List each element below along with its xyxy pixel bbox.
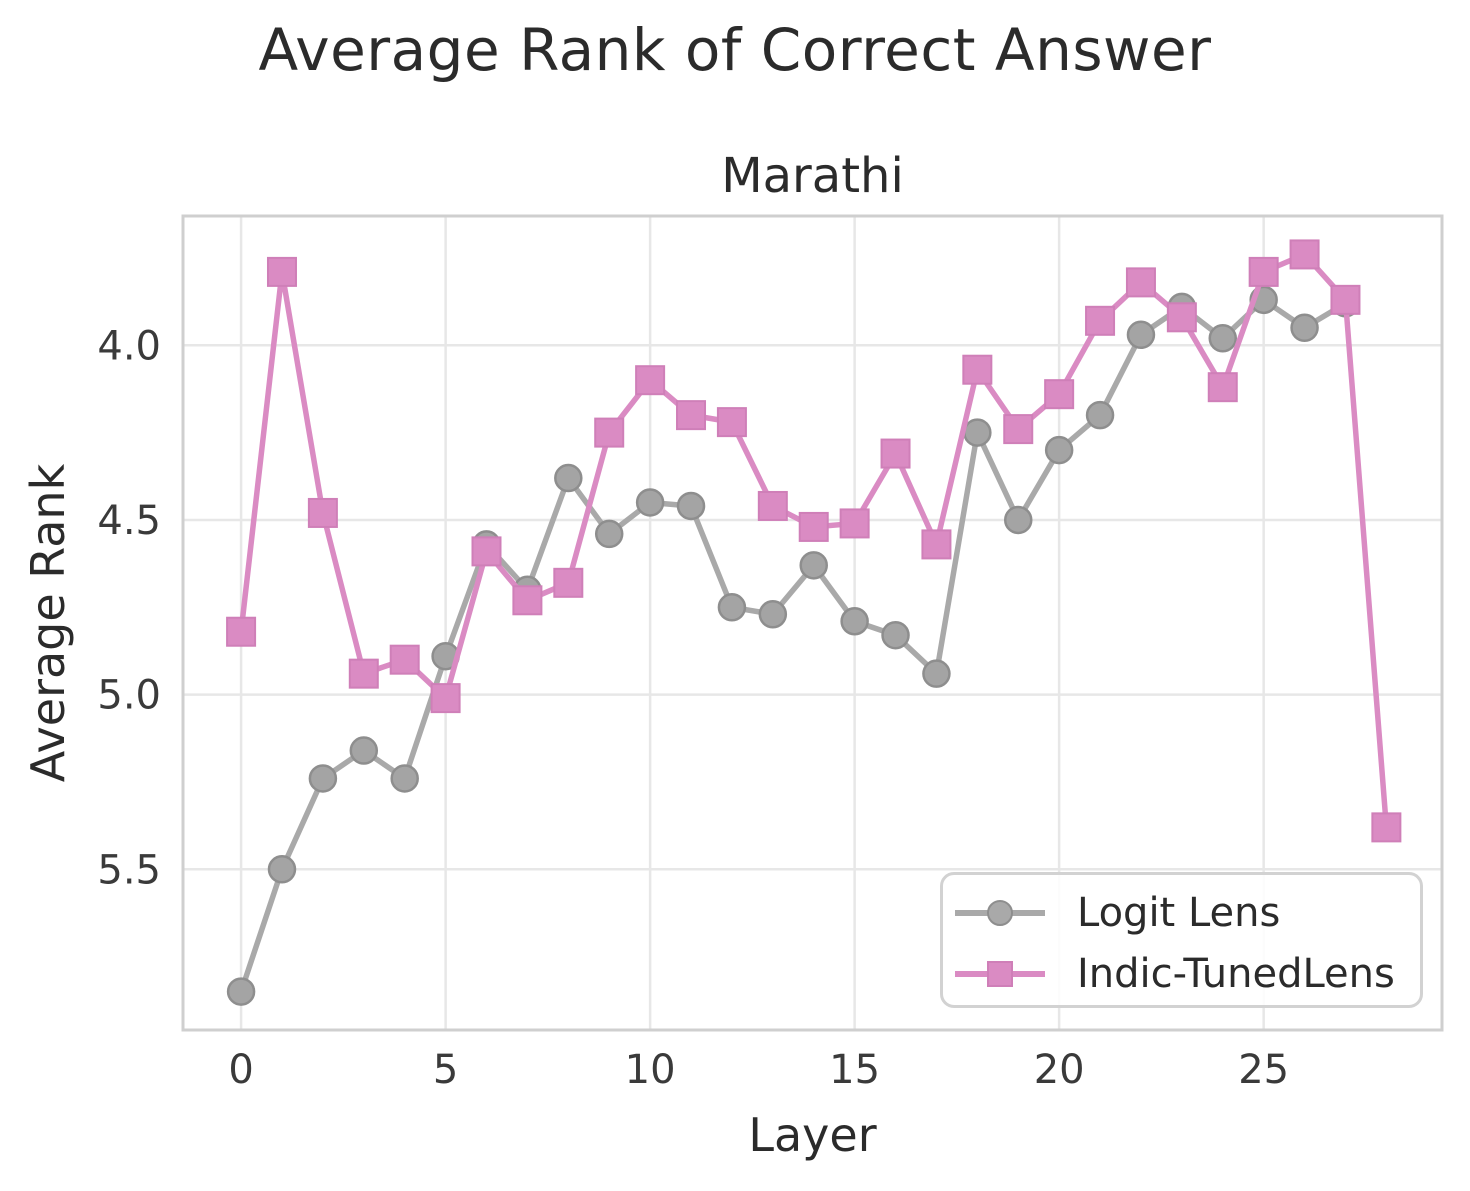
data-point-marker — [921, 529, 952, 560]
circle-marker-icon — [955, 900, 1045, 927]
data-point-marker — [757, 490, 788, 521]
data-point-marker — [226, 977, 256, 1006]
data-point-marker — [799, 551, 828, 580]
y-tick-label: 4.5 — [97, 498, 161, 544]
data-point-marker — [1126, 320, 1156, 350]
data-point-marker — [758, 600, 788, 629]
legend-label: Logit Lens — [1077, 890, 1281, 937]
data-point-marker — [1044, 379, 1075, 410]
data-point-marker — [1207, 372, 1238, 403]
x-axis-label: Layer — [748, 1108, 877, 1162]
data-point-marker — [307, 497, 338, 528]
data-point-marker — [226, 616, 257, 647]
data-point-marker — [676, 400, 707, 431]
data-point-marker — [1248, 256, 1279, 287]
axes-title: Marathi — [721, 148, 904, 204]
data-point-marker — [1044, 435, 1074, 465]
data-point-marker — [962, 354, 993, 385]
legend-square — [987, 960, 1013, 987]
data-point-marker — [1290, 313, 1319, 343]
series-line-logit-lens — [238, 297, 1349, 995]
data-point-marker — [1166, 302, 1197, 333]
data-point-marker — [1371, 812, 1402, 843]
data-point-marker — [1003, 414, 1034, 445]
square-marker-icon — [955, 960, 1045, 987]
figure-title: Average Rank of Correct Answer — [258, 16, 1212, 84]
data-point-marker — [880, 438, 911, 469]
data-point-marker — [963, 418, 992, 447]
data-point-marker — [922, 659, 951, 688]
data-point-marker — [471, 536, 502, 567]
data-point-marker — [594, 417, 625, 448]
data-point-marker — [1289, 239, 1320, 270]
plot-frame — [181, 214, 1444, 1032]
data-point-marker — [553, 567, 584, 598]
data-point-marker — [554, 463, 583, 493]
data-point-marker — [716, 407, 747, 438]
data-point-marker — [676, 491, 706, 521]
data-point-marker — [390, 764, 419, 793]
data-point-marker — [839, 508, 870, 539]
data-point-marker — [1208, 324, 1238, 353]
data-point-marker — [594, 519, 624, 549]
legend-circle — [987, 900, 1013, 927]
x-tick-label: 10 — [625, 1047, 676, 1093]
data-point-marker — [798, 511, 829, 542]
data-point-marker — [512, 585, 543, 616]
x-tick-label: 15 — [829, 1047, 880, 1093]
data-point-marker — [840, 607, 869, 636]
data-point-marker — [266, 256, 297, 287]
legend: Logit Lens Indic-TunedLens — [940, 872, 1423, 1008]
data-point-marker — [1003, 505, 1033, 535]
data-point-marker — [430, 683, 461, 714]
y-tick-label: 5.0 — [97, 673, 161, 719]
y-tick-label: 4.0 — [97, 323, 161, 369]
data-point-marker — [1330, 284, 1361, 315]
x-tick-label: 25 — [1238, 1047, 1289, 1093]
legend-item-indic-tunedlens: Indic-TunedLens — [955, 945, 1420, 1003]
x-tick-label: 20 — [1034, 1047, 1085, 1093]
x-tick-label: 5 — [433, 1047, 458, 1093]
legend-item-logit-lens: Logit Lens — [955, 884, 1420, 942]
data-point-marker — [308, 764, 338, 793]
data-point-marker — [881, 620, 910, 650]
data-point-marker — [348, 658, 379, 689]
data-point-marker — [267, 855, 297, 884]
data-point-marker — [1085, 305, 1116, 336]
data-point-marker — [389, 644, 420, 675]
y-tick-label: 5.5 — [97, 847, 161, 893]
x-tick-label: 0 — [228, 1047, 253, 1093]
data-point-marker — [1085, 400, 1115, 430]
legend-label: Indic-TunedLens — [1077, 950, 1395, 997]
data-point-marker — [717, 593, 747, 622]
data-point-marker — [349, 736, 379, 765]
data-point-marker — [635, 365, 666, 396]
data-point-marker — [1125, 267, 1156, 298]
data-point-marker — [635, 488, 665, 517]
